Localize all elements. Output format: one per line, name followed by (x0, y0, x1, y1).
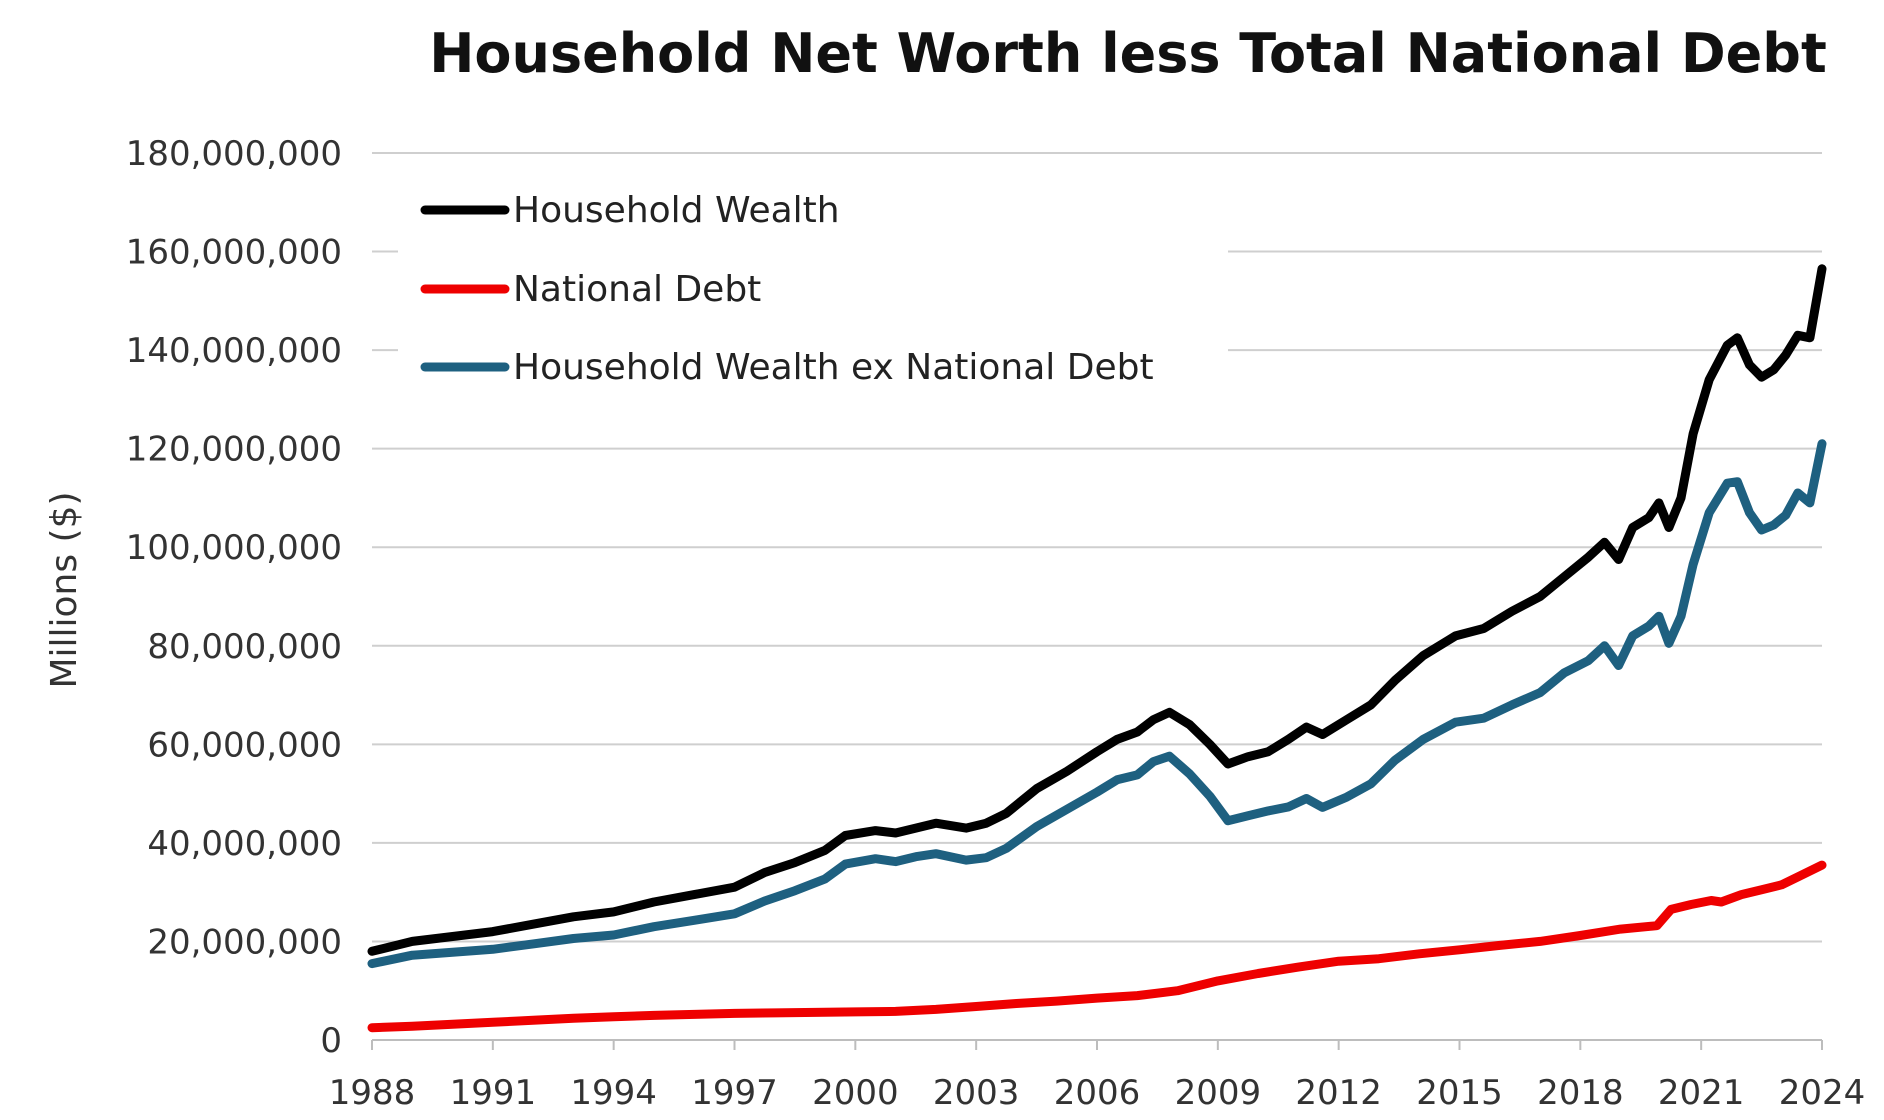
y-tick-label: 40,000,000 (147, 824, 342, 864)
x-tick-label: 2012 (1295, 1073, 1382, 1113)
y-tick-label: 80,000,000 (147, 627, 342, 667)
y-tick-label: 140,000,000 (126, 331, 342, 371)
legend-background (398, 155, 1228, 405)
x-tick-label: 2003 (933, 1073, 1020, 1113)
legend-label-wealth-ex-debt: Household Wealth ex National Debt (513, 347, 1154, 388)
y-tick-label: 160,000,000 (126, 233, 342, 273)
x-tick-label: 1988 (329, 1073, 416, 1113)
x-tick-label: 1994 (570, 1073, 657, 1113)
y-tick-label: 0 (320, 1021, 342, 1061)
x-tick-label: 2015 (1416, 1073, 1503, 1113)
x-tick-label: 2000 (812, 1073, 899, 1113)
x-tick-label: 2006 (1054, 1073, 1141, 1113)
y-tick-label: 120,000,000 (126, 430, 342, 470)
chart-title: Household Net Worth less Total National … (429, 22, 1827, 85)
x-tick-label: 2009 (1175, 1073, 1262, 1113)
x-axis-ticks: 1988 1991 1994 1997 2000 2003 2006 2009 2012 2015… (329, 1040, 1866, 1113)
y-tick-label: 20,000,000 (147, 922, 342, 962)
y-tick-label: 100,000,000 (126, 528, 342, 568)
y-tick-label: 180,000,000 (126, 134, 342, 174)
y-axis-ticks: 0 20,000,000 40,000,000 60,000,000 80,000,00… (126, 134, 342, 1061)
y-axis-label: Millions ($) (44, 491, 85, 688)
series-line-national-debt (367, 860, 1827, 1033)
y-tick-label: 60,000,000 (147, 725, 342, 765)
legend: Household Wealth National Debt Household… (420, 190, 1154, 388)
x-tick-label: 1991 (450, 1073, 537, 1113)
x-tick-label: 1997 (691, 1073, 778, 1113)
legend-label-household-wealth: Household Wealth (513, 190, 840, 231)
series-lines (367, 264, 1827, 1033)
x-tick-label: 2024 (1779, 1073, 1866, 1113)
x-tick-label: 2018 (1537, 1073, 1624, 1113)
series-line-household-wealth-ex-national-debt (367, 439, 1827, 969)
legend-label-national-debt: National Debt (513, 269, 761, 310)
x-tick-label: 2021 (1658, 1073, 1745, 1113)
series-line-household-wealth (367, 264, 1827, 956)
